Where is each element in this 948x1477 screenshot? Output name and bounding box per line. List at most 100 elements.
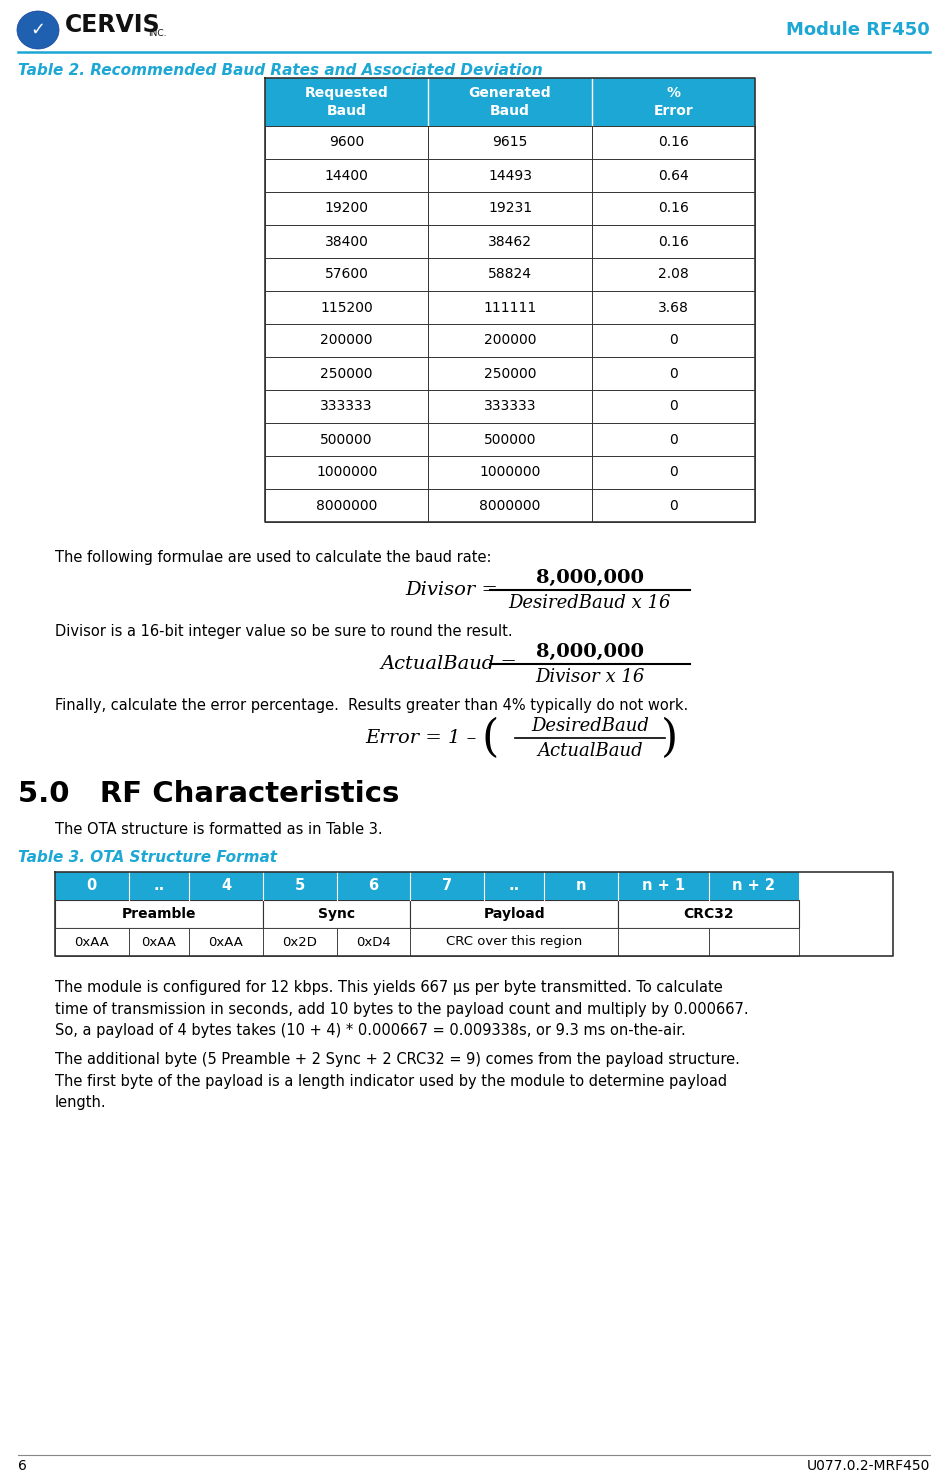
Text: 0: 0 (669, 334, 678, 347)
Text: 1000000: 1000000 (316, 465, 377, 480)
Text: 7: 7 (442, 879, 452, 894)
Text: 0: 0 (669, 499, 678, 513)
Text: ..: .. (508, 879, 520, 894)
Text: 200000: 200000 (320, 334, 373, 347)
Bar (265, 456, 755, 489)
Bar (189, 928, 263, 956)
Bar (265, 422, 755, 456)
Text: 250000: 250000 (483, 366, 537, 381)
Text: 8000000: 8000000 (480, 499, 540, 513)
Text: n + 1: n + 1 (642, 879, 685, 894)
Text: n: n (576, 879, 587, 894)
Bar (484, 871, 544, 899)
Text: 58824: 58824 (488, 267, 532, 282)
Text: Divisor is a 16-bit integer value so be sure to round the result.: Divisor is a 16-bit integer value so be … (55, 623, 513, 640)
Text: The additional byte (5 Preamble + 2 Sync + 2 CRC32 = 9) comes from the payload s: The additional byte (5 Preamble + 2 Sync… (55, 1052, 739, 1111)
Text: The following formulae are used to calculate the baud rate:: The following formulae are used to calcu… (55, 549, 491, 566)
Bar (263, 871, 337, 899)
Text: 0: 0 (669, 366, 678, 381)
Bar (265, 323, 755, 357)
Text: 4: 4 (221, 879, 231, 894)
Text: 0.64: 0.64 (658, 168, 688, 183)
Bar (265, 126, 755, 160)
Bar (265, 192, 755, 225)
Text: ✓: ✓ (30, 21, 46, 38)
Bar (709, 928, 799, 956)
Text: 2.08: 2.08 (658, 267, 688, 282)
Bar (410, 928, 618, 956)
Text: 6: 6 (369, 879, 378, 894)
Text: Table 2. Recommended Baud Rates and Associated Deviation: Table 2. Recommended Baud Rates and Asso… (18, 64, 543, 78)
Text: 0.16: 0.16 (658, 235, 689, 248)
Text: INC.: INC. (148, 28, 167, 37)
Bar (709, 871, 799, 899)
Bar (410, 871, 484, 899)
Text: 111111: 111111 (483, 300, 537, 315)
Text: 500000: 500000 (320, 433, 373, 446)
Bar (265, 291, 755, 323)
Bar (410, 899, 618, 928)
Text: DesiredBaud: DesiredBaud (531, 716, 649, 736)
Text: 9600: 9600 (329, 136, 364, 149)
Text: Payload: Payload (483, 907, 545, 922)
Bar (265, 357, 755, 390)
Text: ActualBaud: ActualBaud (538, 741, 643, 761)
Text: 0x2D: 0x2D (283, 935, 318, 948)
Text: 0xD4: 0xD4 (356, 935, 391, 948)
Text: 333333: 333333 (483, 399, 537, 414)
Text: 200000: 200000 (483, 334, 537, 347)
Bar (129, 928, 189, 956)
Text: 8,000,000: 8,000,000 (536, 642, 644, 662)
Text: ..: .. (154, 879, 165, 894)
Bar (129, 871, 189, 899)
Bar (189, 871, 263, 899)
Bar (265, 78, 755, 126)
Text: CERVIS: CERVIS (65, 13, 160, 37)
Ellipse shape (17, 10, 59, 49)
Text: 1000000: 1000000 (480, 465, 540, 480)
Text: Sync: Sync (318, 907, 356, 922)
Text: 0: 0 (669, 399, 678, 414)
Text: 5: 5 (295, 879, 305, 894)
Text: 0xAA: 0xAA (75, 935, 109, 948)
Text: 115200: 115200 (320, 300, 374, 315)
Text: ActualBaud =: ActualBaud = (380, 654, 517, 674)
Bar (618, 899, 799, 928)
Text: Generated
Baud: Generated Baud (468, 86, 552, 118)
Text: 0xAA: 0xAA (141, 935, 176, 948)
Bar (265, 390, 755, 422)
Text: 0.16: 0.16 (658, 136, 689, 149)
Text: 0: 0 (87, 879, 97, 894)
Text: 333333: 333333 (320, 399, 373, 414)
Text: The OTA structure is formatted as in Table 3.: The OTA structure is formatted as in Tab… (55, 823, 383, 837)
Bar (265, 489, 755, 521)
Text: 250000: 250000 (320, 366, 373, 381)
Text: ): ) (662, 716, 679, 759)
Text: 5.0   RF Characteristics: 5.0 RF Characteristics (18, 780, 399, 808)
Bar (55, 928, 129, 956)
Text: 19200: 19200 (324, 201, 369, 216)
Text: CRC over this region: CRC over this region (447, 935, 582, 948)
Text: 0: 0 (669, 465, 678, 480)
Bar (55, 871, 129, 899)
Bar (337, 871, 410, 899)
Text: 6: 6 (18, 1459, 27, 1473)
Text: Divisor x 16: Divisor x 16 (536, 668, 645, 685)
Bar (263, 928, 337, 956)
Text: 0.16: 0.16 (658, 201, 689, 216)
Text: (: ( (482, 716, 499, 759)
Text: 14400: 14400 (325, 168, 369, 183)
Bar (55, 899, 263, 928)
Text: %
Error: % Error (653, 86, 693, 118)
Text: 38462: 38462 (488, 235, 532, 248)
Bar (265, 160, 755, 192)
Bar (265, 225, 755, 258)
Text: The module is configured for 12 kbps. This yields 667 µs per byte transmitted. T: The module is configured for 12 kbps. Th… (55, 981, 749, 1038)
Text: Requested
Baud: Requested Baud (305, 86, 389, 118)
Text: U077.0.2-MRF450: U077.0.2-MRF450 (807, 1459, 930, 1473)
Text: 19231: 19231 (488, 201, 532, 216)
Text: 3.68: 3.68 (658, 300, 689, 315)
Text: 14493: 14493 (488, 168, 532, 183)
Text: Error = 1 –: Error = 1 – (365, 730, 477, 747)
Text: 9615: 9615 (492, 136, 528, 149)
